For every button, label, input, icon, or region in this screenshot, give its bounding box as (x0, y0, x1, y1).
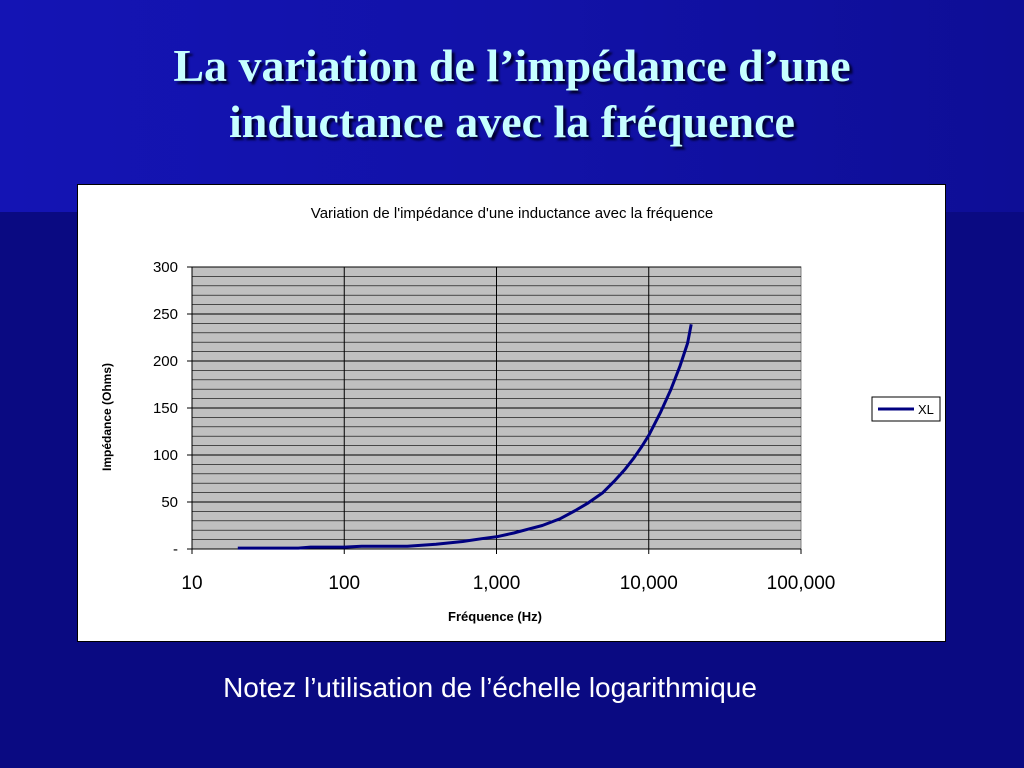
y-tick-label: 200 (153, 353, 178, 370)
legend-label-xl: XL (918, 402, 934, 417)
x-tick-label: 100 (328, 573, 360, 594)
y-axis-label: Impédance (Ohms) (100, 363, 114, 471)
x-tick-label: 1,000 (473, 573, 521, 594)
slide-title: La variation de l’impédance d’une induct… (0, 38, 1024, 150)
slide-title-line-1: La variation de l’impédance d’une (173, 40, 851, 91)
legend: XL (871, 396, 941, 422)
footnote: Notez l’utilisation de l’échelle logarit… (223, 672, 757, 703)
x-tick-label: 10,000 (620, 573, 678, 594)
x-axis-label: Fréquence (Hz) (448, 609, 542, 624)
y-tick-label: 100 (153, 447, 178, 464)
y-tick-label: 50 (161, 494, 178, 511)
y-tick-label: - (173, 541, 178, 558)
y-tick-label: 150 (153, 400, 178, 417)
y-tick-label: 250 (153, 306, 178, 323)
x-tick-label: 10 (181, 573, 202, 594)
chart-title: Variation de l'impédance d'une inductanc… (311, 205, 713, 222)
title-band (0, 0, 1024, 212)
x-tick-label: 100,000 (767, 573, 836, 594)
chart-frame: Variation de l'impédance d'une inductanc… (77, 184, 946, 642)
series-line-xl (237, 324, 693, 550)
y-tick-label: 300 (153, 259, 178, 276)
impedance-chart: Variation de l'impédance d'une inductanc… (100, 205, 941, 624)
slide-title-line-2: inductance avec la fréquence (229, 96, 795, 147)
